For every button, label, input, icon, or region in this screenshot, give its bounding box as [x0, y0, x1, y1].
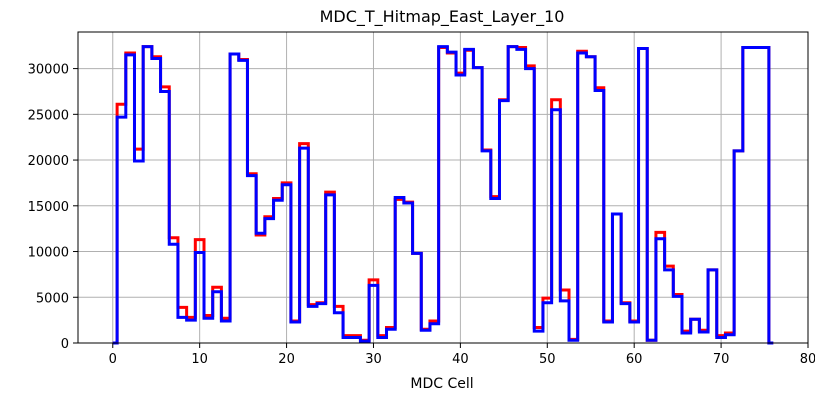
x-tick-label: 10: [191, 352, 208, 367]
grid-lines: [78, 32, 809, 344]
y-tick-label: 0: [61, 337, 69, 352]
x-tick-label: 70: [713, 352, 730, 367]
y-tick-label: 5000: [36, 291, 69, 306]
y-tick-label: 15000: [28, 200, 69, 215]
chart-title: MDC_T_Hitmap_East_Layer_10: [320, 7, 565, 27]
x-axis-label: MDC Cell: [410, 376, 473, 392]
series-group: [112, 45, 774, 345]
x-tick-label: 40: [452, 352, 469, 367]
plot-frame: [77, 31, 809, 344]
x-tick-label: 20: [278, 352, 295, 367]
y-tick-label: 10000: [28, 246, 69, 261]
axes-group: 0 10 20 30 40 50 60 70 80 0 5000 10000 15000 20000 250…: [28, 31, 815, 367]
series-line-1: [112, 45, 774, 345]
x-tick-label: 80: [800, 352, 815, 367]
x-tick-label: 60: [626, 352, 643, 367]
x-tick-label: 0: [109, 352, 117, 367]
y-tick-label: 20000: [28, 154, 69, 169]
x-tick-label: 50: [539, 352, 556, 367]
y-tick-label: 25000: [28, 108, 69, 123]
y-tick-label: 30000: [28, 63, 69, 78]
x-tick-label: 30: [365, 352, 382, 367]
